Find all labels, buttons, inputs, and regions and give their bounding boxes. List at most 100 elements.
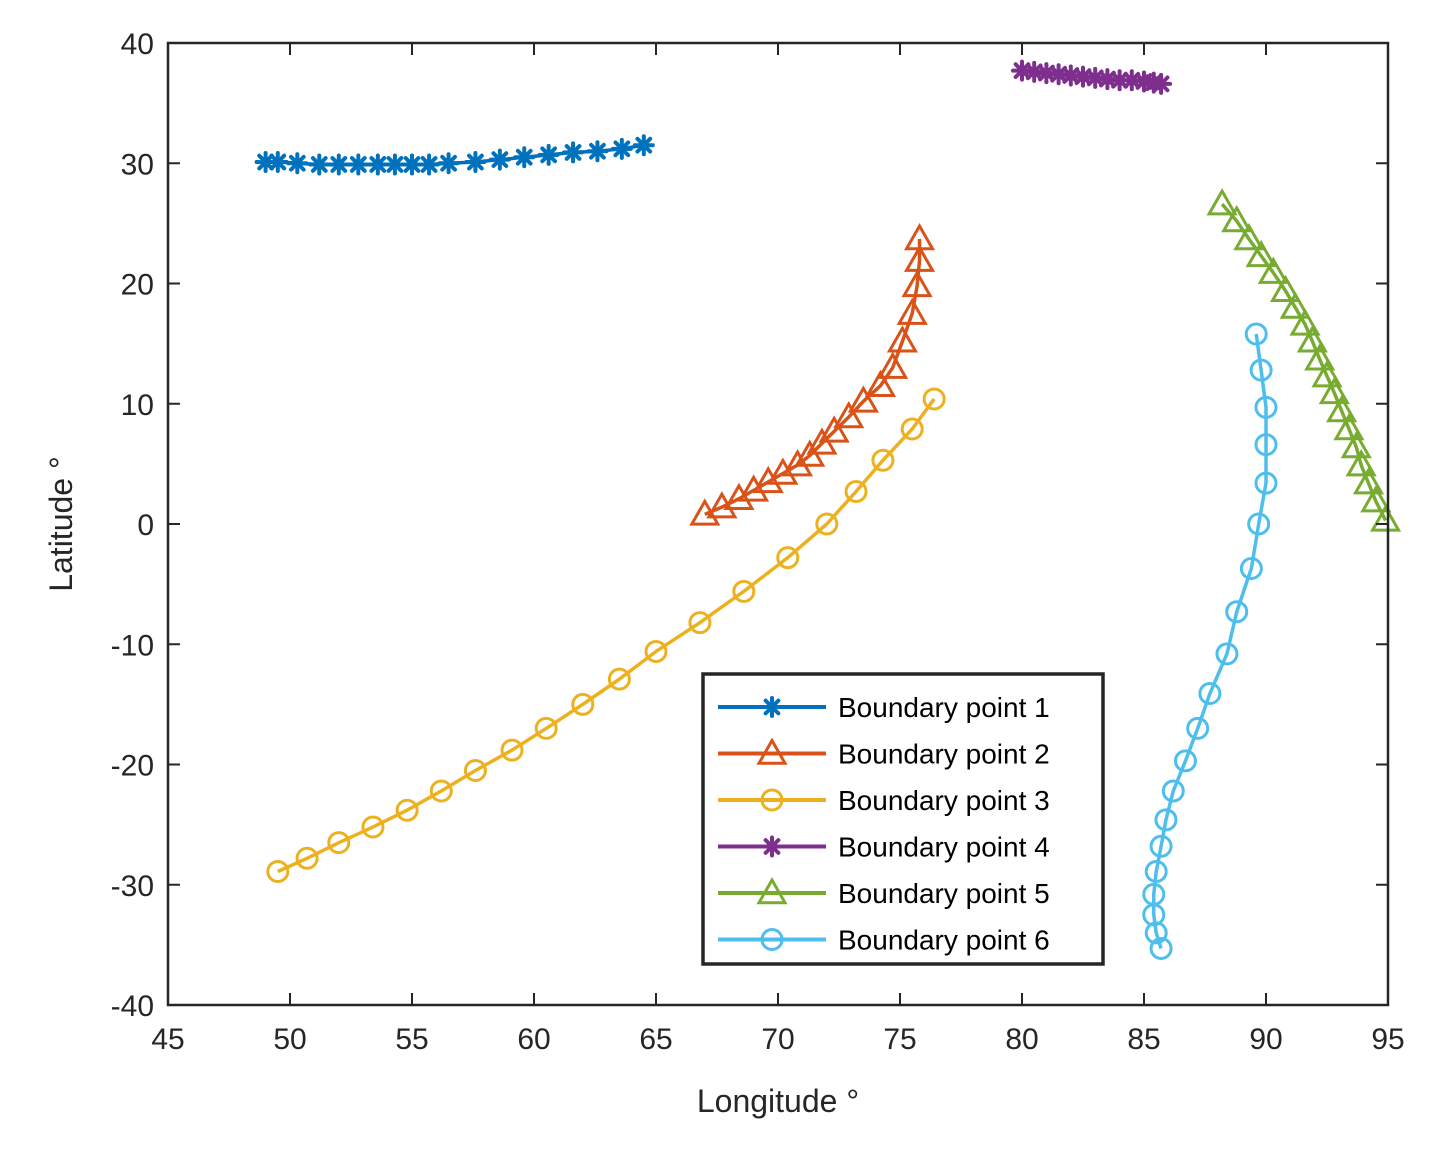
series-6-point: [1254, 471, 1278, 495]
series-6-point: [1215, 642, 1239, 666]
series-5-point: [1221, 204, 1253, 233]
legend-label: Boundary point 2: [838, 739, 1050, 770]
series-3-point: [395, 798, 419, 822]
series-layer: [254, 59, 1402, 960]
series-6-point: [1144, 921, 1168, 945]
legend-label: Boundary point 1: [838, 692, 1050, 723]
series-5-point: [1333, 412, 1365, 441]
series-6-point: [1149, 834, 1173, 858]
series-2-point: [903, 222, 936, 251]
series-6-point: [1198, 682, 1222, 706]
x-tick-label: 60: [517, 1023, 550, 1056]
series-6-point: [1244, 322, 1268, 346]
x-tick-label: 75: [883, 1023, 916, 1056]
series-1-point: [562, 141, 585, 164]
series-2-point: [847, 385, 879, 413]
series-3-point: [500, 738, 524, 762]
series-1-point: [513, 146, 536, 169]
series-5-line: [1220, 202, 1388, 522]
series-5-point: [1360, 485, 1392, 513]
legend-marker: [761, 696, 783, 718]
series-5-point: [1289, 308, 1321, 336]
series-3-point: [463, 759, 487, 783]
series-5: [1206, 188, 1402, 532]
series-3-point: [922, 387, 946, 411]
series-6-point: [1144, 860, 1168, 884]
series-5-point: [1352, 467, 1385, 495]
series-2-point: [833, 400, 865, 429]
series-3-point: [571, 692, 595, 716]
series-3-line: [277, 397, 936, 874]
series-6-point: [1161, 779, 1185, 803]
series-3-point: [327, 831, 351, 855]
series-5-point: [1269, 274, 1302, 302]
x-tick-label: 65: [639, 1023, 672, 1056]
series-3: [266, 387, 946, 884]
series-3-point: [534, 716, 558, 740]
legend-item: Boundary point 3: [718, 785, 1050, 816]
series-2-point: [903, 244, 936, 272]
series-5-point: [1257, 256, 1289, 284]
legend-marker: [760, 788, 784, 812]
series-1-point: [266, 151, 289, 174]
series-5-point: [1311, 360, 1343, 388]
x-tick-label: 55: [395, 1023, 428, 1056]
series-1: [254, 134, 655, 176]
y-tick-label: 30: [121, 148, 154, 181]
legend-marker: [756, 876, 788, 905]
series-6-point: [1254, 395, 1278, 419]
series-2-point: [781, 449, 814, 477]
y-tick-label: 0: [137, 509, 154, 542]
series-1-point: [366, 153, 389, 176]
legend-box: [701, 672, 1105, 966]
x-tick-label: 70: [761, 1023, 794, 1056]
legend-marker: [760, 928, 784, 951]
series-6-point: [1249, 358, 1273, 382]
y-tick-label: 40: [121, 28, 154, 61]
series-3-point: [732, 579, 756, 603]
series-6-point: [1173, 749, 1197, 773]
legend-item: Boundary point 1: [718, 692, 1050, 723]
series-1-point: [327, 153, 350, 176]
series-2-line: [704, 239, 922, 516]
series-5-point: [1318, 376, 1350, 405]
series-2-point: [896, 297, 928, 325]
ticks-layer: 45 50 55 60 65 70 75 80 85 90 95 -40 -30 -20 -10 0 10 20 3…: [111, 28, 1405, 1056]
y-tick-label: -10: [111, 629, 154, 662]
series-1-point: [488, 148, 511, 171]
series-2-point: [864, 369, 897, 397]
y-tick-label: 10: [121, 389, 154, 422]
series-2-point: [886, 325, 919, 353]
legend-item: Boundary point 6: [718, 925, 1050, 956]
series-2-point: [818, 415, 850, 443]
series-3-point: [688, 611, 712, 635]
series-3-point: [776, 546, 800, 570]
series-3-point: [295, 846, 319, 870]
series-1-point: [437, 152, 460, 175]
series-2: [689, 222, 936, 526]
series-4: [1011, 59, 1173, 95]
series-3-point: [429, 779, 453, 803]
series-6-point: [1186, 716, 1210, 740]
x-tick-label: 85: [1127, 1023, 1160, 1056]
series-6-point: [1142, 903, 1166, 927]
legend-item: Boundary point 5: [718, 876, 1050, 909]
series-1-point: [401, 153, 423, 176]
series-1-point: [418, 153, 441, 176]
series-6-point: [1247, 512, 1271, 536]
series-5-point: [1304, 343, 1336, 371]
series-3-point: [266, 860, 290, 884]
y-tick-label: 20: [121, 269, 154, 302]
x-tick-label: 95: [1371, 1023, 1404, 1056]
series-2-point: [877, 351, 909, 379]
series-1-point: [464, 151, 487, 174]
legend-label: Boundary point 3: [838, 785, 1050, 816]
x-axis-label: Longitude °: [697, 1083, 859, 1119]
series-1-point: [632, 134, 655, 157]
legend: Boundary point 1 Boundary point 2 Boundary…: [701, 672, 1105, 966]
series-5-point: [1326, 394, 1358, 423]
series-1-point: [383, 153, 406, 176]
y-axis-label: Latitude °: [43, 456, 79, 592]
legend-label: Boundary point 5: [838, 878, 1050, 909]
